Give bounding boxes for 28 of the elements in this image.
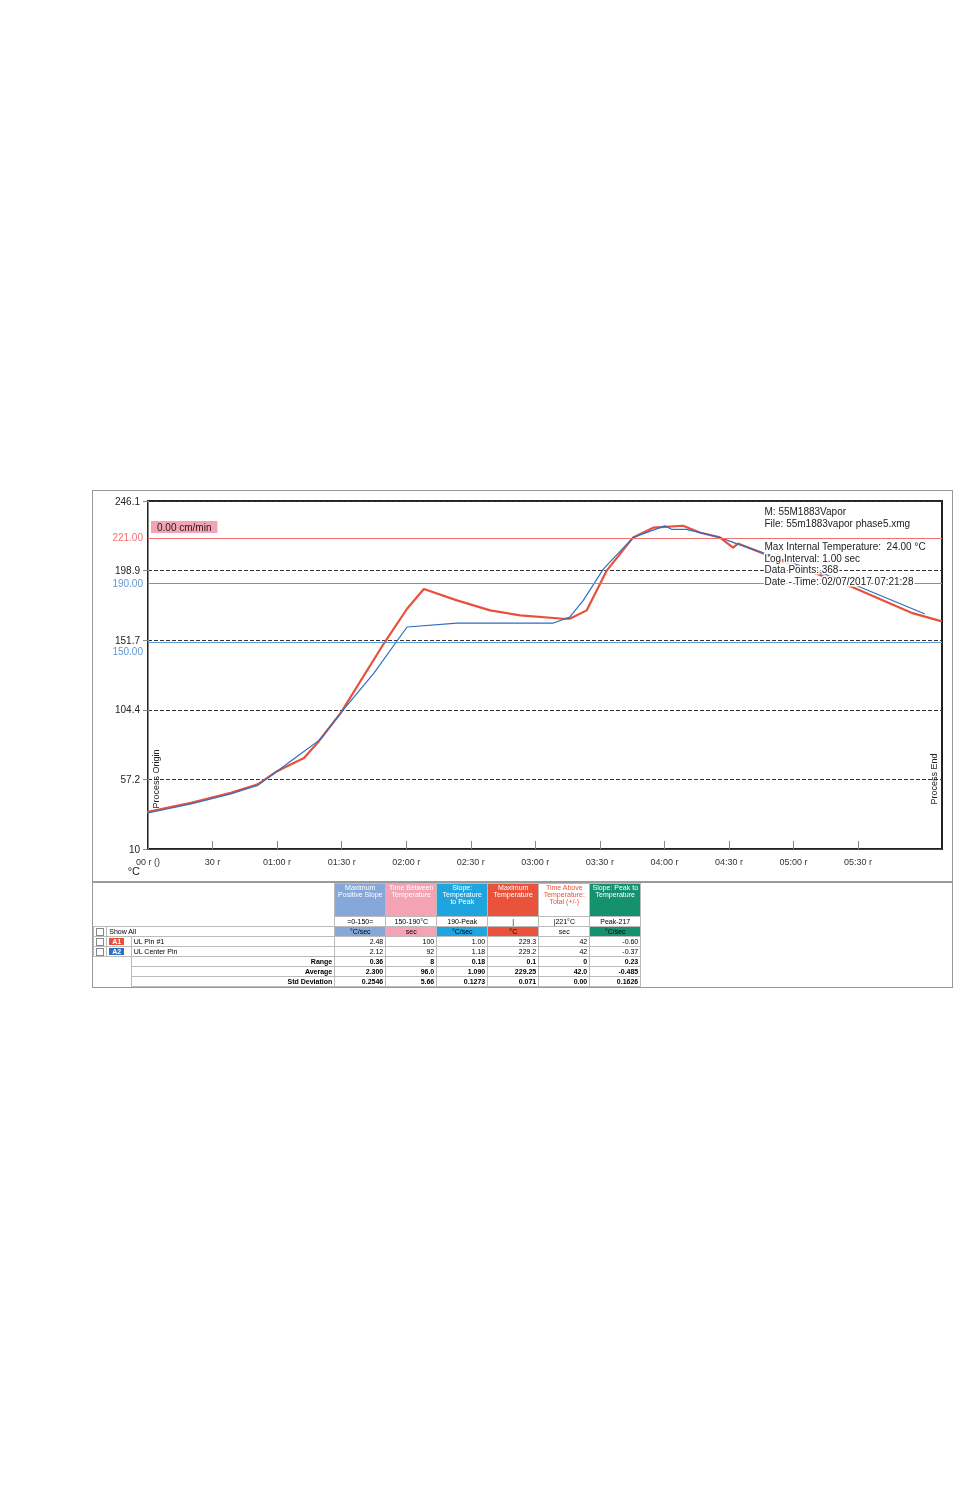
annotation: Process End [929,753,939,805]
y-tick-label: 104.4 [114,704,141,716]
x-tick-label: 01:30 r [327,856,356,867]
annotation: Process Origin [151,749,161,809]
ref-line-label: 190.00 [112,578,144,590]
y-tick-label: 57.2 [120,773,141,785]
ref-line-label: 150.00 [112,646,144,658]
x-tick-label: 02:30 r [456,856,485,867]
x-tick-label: 05:00 r [779,856,808,867]
x-tick-label: 04:30 r [714,856,743,867]
y-tick-label: 198.9 [114,565,141,577]
x-tick-label: 04:00 r [650,856,679,867]
x-tick-label: 03:00 r [521,856,550,867]
y-tick-label: 10 [128,843,141,855]
y-axis-title: °C [127,865,141,878]
ref-line-label: 221.00 [112,532,144,544]
y-tick-label: 151.7 [114,634,141,646]
annotation: 0.00 cm/min [157,521,212,533]
y-tick-label: 246.1 [114,495,141,507]
x-tick-label: 00 r () [135,856,161,867]
x-tick-label: 02:00 r [392,856,421,867]
x-tick-label: 03:30 r [585,856,614,867]
x-tick-label: 05:30 r [844,856,873,867]
annotation: Max Internal Temperature: 24.00 °C [764,541,926,552]
annotation: File: 55m1883vapor phase5.xmg [764,517,911,529]
annotation: M: 55M1883Vapor [764,506,847,517]
x-tick-label: 01:00 r [263,856,292,867]
x-tick-label: 30 r [204,856,221,867]
